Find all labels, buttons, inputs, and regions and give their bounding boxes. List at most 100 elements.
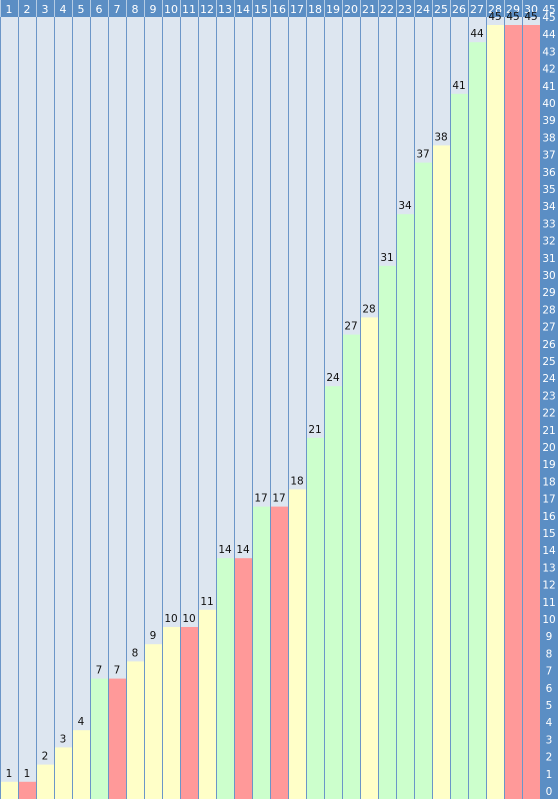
y-tick-label: 9 [546,631,553,643]
y-tick-label: 39 [542,115,555,127]
bar-15 [252,506,270,799]
bar-8 [126,661,144,799]
y-tick-label: 24 [542,373,556,385]
y-tick-label: 14 [542,545,556,557]
x-tick-label: 2 [24,3,31,16]
data-label: 28 [362,303,375,315]
y-tick-label: 32 [542,236,555,248]
data-label: 45 [506,11,519,23]
y-axis: 0123456789101112131415161718192021222324… [540,0,558,799]
data-label: 17 [272,493,285,505]
y-tick-label: 10 [542,614,555,626]
y-tick-label: 12 [542,580,555,592]
x-tick-label: 23 [398,3,412,16]
bar-25 [432,145,450,799]
data-label: 44 [470,28,484,40]
x-tick-label: 8 [132,3,139,16]
bar-23 [396,214,414,799]
data-label: 31 [380,252,393,264]
y-tick-label: 44 [542,29,556,41]
y-tick-label: 26 [542,339,556,351]
data-label: 45 [488,11,501,23]
y-tick-label: 41 [542,81,555,93]
bar-20 [342,334,360,799]
bar-7 [108,678,126,799]
x-tick-label: 9 [150,3,157,16]
data-label: 7 [96,665,103,677]
x-tick-label: 4 [60,3,67,16]
x-tick-label: 13 [218,3,232,16]
y-tick-label: 7 [546,666,553,678]
bar-6 [90,678,108,799]
y-tick-label: 21 [542,425,555,437]
x-tick-label: 18 [308,3,322,16]
bar-27 [468,42,486,799]
bar-13 [216,558,234,799]
x-tick-label: 3 [42,3,49,16]
y-tick-label: 5 [546,700,553,712]
x-tick-label: 21 [362,3,376,16]
data-label: 14 [218,544,232,556]
data-label: 24 [326,372,340,384]
data-label: 17 [254,493,267,505]
y-tick-label: 37 [542,150,555,162]
y-tick-label: 45 [542,12,555,24]
x-tick-label: 26 [452,3,466,16]
y-tick-label: 17 [542,494,555,506]
x-tick-label: 24 [416,3,430,16]
y-axis-band [540,0,558,799]
data-label: 34 [398,200,412,212]
bar-11 [180,627,198,799]
y-tick-label: 25 [542,356,555,368]
bar-19 [324,386,342,799]
bar-4 [54,747,72,799]
data-label: 45 [524,11,537,23]
x-tick-label: 6 [96,3,103,16]
header-band [0,0,558,17]
bar-18 [306,437,324,799]
data-label: 14 [236,544,250,556]
y-tick-label: 1 [546,769,553,781]
data-label: 4 [78,716,85,728]
y-tick-label: 38 [542,132,555,144]
data-label: 41 [452,80,465,92]
y-tick-label: 43 [542,46,555,58]
y-tick-label: 16 [542,511,556,523]
bar-3 [36,764,54,799]
data-label: 7 [114,665,121,677]
x-tick-label: 27 [470,3,484,16]
y-tick-label: 18 [542,476,555,488]
bar-12 [198,609,216,799]
y-tick-label: 29 [542,287,555,299]
y-tick-label: 36 [542,167,556,179]
y-tick-label: 35 [542,184,555,196]
x-tick-label: 25 [434,3,448,16]
data-label: 10 [182,613,195,625]
y-tick-label: 45 [542,4,555,16]
bar-2 [18,781,36,799]
x-tick-label: 28 [488,3,502,16]
bar-24 [414,162,432,799]
bar-21 [360,317,378,799]
bar-5 [72,730,90,799]
x-tick-label: 7 [114,3,121,16]
y-tick-label: 40 [542,98,555,110]
x-tick-label: 11 [182,3,196,16]
y-tick-label: 28 [542,304,555,316]
x-tick-label: 14 [236,3,250,16]
bar-10 [162,627,180,799]
data-label: 10 [164,613,177,625]
bar-9 [144,644,162,799]
x-tick-label: 1 [6,3,13,16]
data-label: 2 [42,751,49,763]
data-label: 37 [416,149,429,161]
data-label: 9 [150,630,157,642]
x-tick-label: 20 [344,3,358,16]
y-tick-label: 31 [542,253,555,265]
x-tick-label: 16 [272,3,286,16]
y-tick-label: 0 [546,786,553,798]
data-label: 8 [132,647,139,659]
y-tick-label: 4 [546,717,553,729]
y-tick-label: 33 [542,218,555,230]
